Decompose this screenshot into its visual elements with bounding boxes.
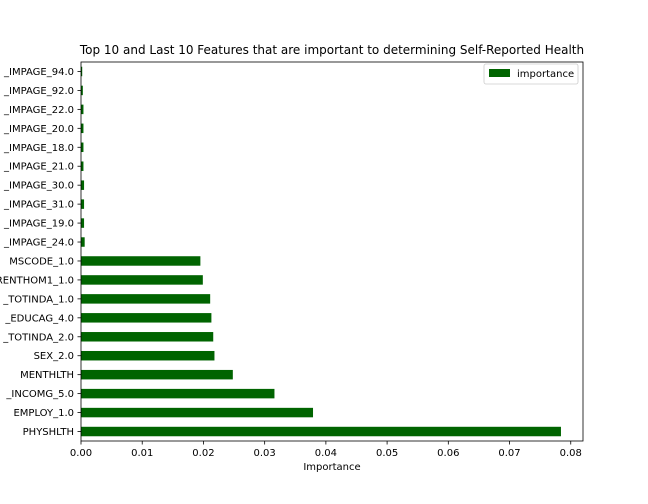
x-axis-label: Importance: [303, 462, 360, 473]
y-tick-label: _TOTINDA_2.0: [2, 332, 74, 343]
bar: [81, 313, 212, 323]
bar: [81, 294, 211, 304]
y-tick-label: EMPLOY_1.0: [13, 408, 74, 419]
y-tick-label: _INCOMG_5.0: [5, 389, 74, 400]
bar: [81, 426, 561, 437]
bar: [81, 218, 85, 228]
bar: [81, 66, 83, 77]
bar: [81, 199, 85, 209]
bars-group: [81, 66, 561, 437]
bar: [81, 350, 215, 361]
legend-label: importance: [517, 69, 574, 80]
x-axis-ticks: 0.00 0.01 0.02 0.03 0.04 0.05 0.06 0.07 0.08: [70, 441, 582, 459]
bar: [81, 256, 201, 266]
plot-frame: [80, 61, 584, 442]
bar: [81, 275, 203, 285]
y-tick-label: SEX_2.0: [34, 351, 74, 362]
bar: [81, 142, 84, 153]
x-tick-label: 0.06: [437, 448, 459, 459]
y-tick-label: PHYSHLTH: [23, 427, 74, 438]
x-tick-label: 0.02: [192, 448, 214, 459]
legend-swatch: [489, 69, 510, 77]
bar: [81, 85, 83, 96]
x-tick-label: 0.07: [498, 448, 520, 459]
bar: [81, 123, 84, 134]
x-tick-label: 0.01: [131, 448, 153, 459]
y-tick-label: _IMPAGE_20.0: [3, 124, 74, 135]
bar: [81, 332, 214, 342]
y-tick-label: _IMPAGE_22.0: [3, 105, 74, 116]
y-axis-ticks: PHYSHLTH EMPLOY_1.0 _INCOMG_5.0 MENTHLTH SEX…: [0, 67, 81, 438]
x-tick-label: 0.03: [254, 448, 276, 459]
y-tick-label: _EDUCAG_4.0: [4, 313, 74, 324]
bar: [81, 237, 85, 247]
chart-title: Top 10 and Last 10 Features that are imp…: [79, 43, 584, 57]
y-tick-label: _IMPAGE_19.0: [3, 219, 74, 230]
bar: [81, 161, 84, 171]
y-tick-label: RENTHOM1_1.0: [0, 275, 74, 286]
y-tick-label: _TOTINDA_1.0: [2, 294, 74, 305]
y-tick-label: MENTHLTH: [20, 370, 74, 381]
y-tick-label: _IMPAGE_92.0: [3, 86, 74, 97]
y-tick-label: _IMPAGE_31.0: [3, 200, 74, 211]
x-tick-label: 0.08: [560, 448, 582, 459]
y-tick-label: _IMPAGE_21.0: [3, 162, 74, 173]
bar: [81, 407, 314, 418]
y-tick-label: _IMPAGE_94.0: [3, 67, 74, 78]
bar: [81, 369, 233, 380]
x-tick-label: 0.04: [315, 448, 337, 459]
bar: [81, 180, 85, 190]
bar: [81, 104, 84, 115]
y-tick-label: _IMPAGE_30.0: [3, 181, 74, 192]
y-tick-label: _IMPAGE_18.0: [3, 143, 74, 154]
y-tick-label: _IMPAGE_24.0: [3, 238, 74, 249]
x-tick-label: 0.00: [70, 448, 92, 459]
bar: [81, 388, 275, 399]
x-tick-label: 0.05: [376, 448, 398, 459]
y-tick-label: MSCODE_1.0: [9, 256, 74, 267]
legend: importance: [483, 63, 579, 85]
